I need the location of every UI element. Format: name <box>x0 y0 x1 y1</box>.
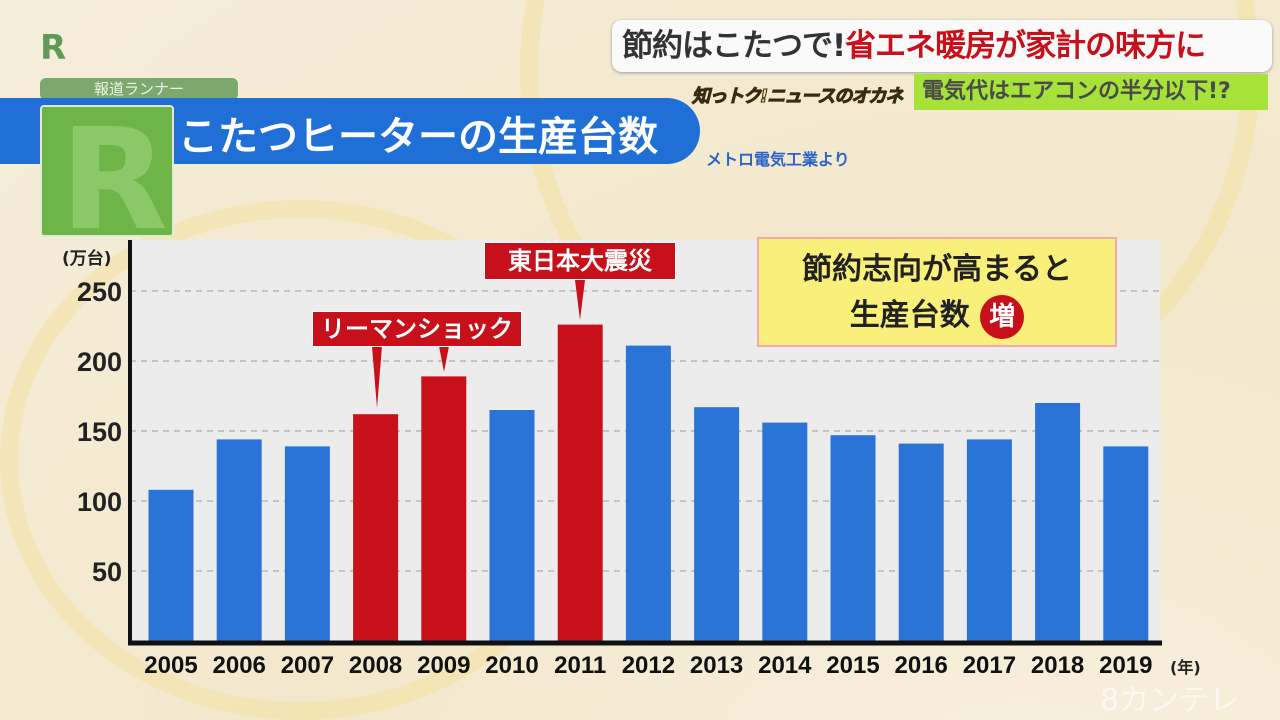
annotation-pointer <box>372 346 382 408</box>
x-tick-label: 2008 <box>349 652 402 679</box>
x-tick-label: 2007 <box>281 652 334 679</box>
y-tick-label: 100 <box>77 487 122 517</box>
bar-2005 <box>148 489 194 641</box>
x-axis-label: (年) <box>1170 658 1201 677</box>
x-tick-label: 2016 <box>895 652 948 679</box>
bar-2014 <box>762 422 808 641</box>
annotation-pointer <box>575 280 585 320</box>
bar-2019 <box>1103 446 1149 641</box>
note-box: 節約志向が高まると 生産台数 増 <box>757 237 1117 347</box>
bar-2017 <box>966 439 1012 641</box>
source-label: メトロ電気工業より <box>706 150 850 169</box>
bar-2012 <box>625 345 671 641</box>
x-tick-label: 2017 <box>963 652 1016 679</box>
x-tick-label: 2005 <box>144 652 197 679</box>
bar-2015 <box>830 435 876 641</box>
x-tick-label: 2013 <box>690 652 743 679</box>
annotation-pointer <box>439 346 449 372</box>
bar-2009 <box>421 376 467 641</box>
increase-badge: 増 <box>980 295 1025 339</box>
x-tick-label: 2014 <box>758 652 812 679</box>
program-label: 報道ランナー <box>40 78 238 100</box>
bar-2013 <box>694 407 740 641</box>
program-logo-box: R <box>40 105 174 237</box>
x-tick-label: 2006 <box>213 652 266 679</box>
headline: 節約はこたつで!省エネ暖房が家計の味方に <box>612 20 1272 72</box>
bar-2018 <box>1035 403 1081 641</box>
annotation-earthquake: 東日本大震災 <box>484 242 676 280</box>
chart-title: こたつヒーターの生産台数 <box>178 114 658 160</box>
note-line2: 生産台数 増 <box>759 293 1115 339</box>
show-logo: 知っトク!ニュースのオカネ <box>692 86 904 108</box>
x-tick-label: 2019 <box>1099 652 1152 679</box>
y-tick-label: 150 <box>77 417 122 447</box>
y-tick-label: 250 <box>77 277 122 307</box>
bar-2008 <box>353 414 399 641</box>
x-tick-label: 2010 <box>485 652 538 679</box>
bar-2007 <box>284 446 330 641</box>
x-tick-label: 2009 <box>417 652 470 679</box>
bar-2010 <box>489 410 535 641</box>
note-line1: 節約志向が高まると <box>802 252 1072 287</box>
y-tick-label: 50 <box>92 557 122 587</box>
bar-2006 <box>216 439 262 641</box>
watermark: 8カンテレ <box>1100 683 1240 718</box>
station-logo: R <box>40 28 67 68</box>
x-tick-label: 2012 <box>622 652 675 679</box>
x-tick-label: 2018 <box>1031 652 1084 679</box>
x-tick-label: 2011 <box>554 652 606 679</box>
subheadline: 電気代はエアコンの半分以下!? <box>914 74 1268 110</box>
bar-2016 <box>898 443 944 641</box>
annotation-lehman: リーマンショック <box>312 311 522 347</box>
x-tick-label: 2015 <box>826 652 879 679</box>
y-tick-label: 200 <box>77 347 122 377</box>
bar-2011 <box>557 324 603 641</box>
y-axis-label: (万台) <box>62 249 112 269</box>
